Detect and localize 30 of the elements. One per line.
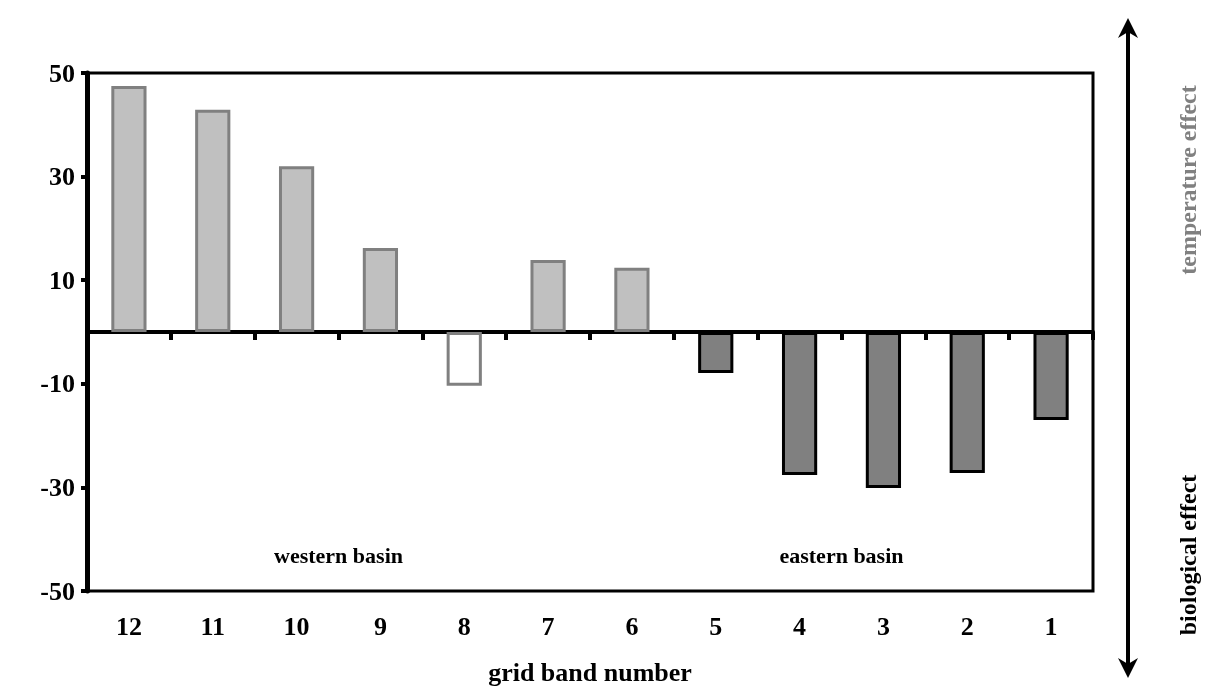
y-tick-label: -10	[40, 369, 75, 399]
y-tick-label: -50	[40, 576, 75, 606]
x-tick-label: 11	[200, 611, 226, 641]
x-axis-title: grid band number	[488, 657, 692, 687]
x-tick-label: 2	[960, 611, 974, 641]
y-tick-label: 50	[49, 58, 75, 88]
x-tick-label: 10	[283, 611, 310, 641]
x-tick-label: 1	[1044, 611, 1058, 641]
x-tick-label: 7	[541, 611, 555, 641]
bar	[111, 85, 147, 332]
x-tick-label: 6	[625, 611, 639, 641]
x-tick-label: 5	[709, 611, 723, 641]
y-tick-label: 30	[49, 162, 75, 192]
x-tick-label: 4	[793, 611, 807, 641]
bar	[362, 248, 399, 332]
x-tick-label: 3	[876, 611, 890, 641]
x-tick-label: 12	[115, 611, 142, 641]
text: temperature effect	[1175, 85, 1201, 275]
y-tick-label: 10	[49, 265, 75, 295]
x-tick-label: 8	[457, 611, 471, 641]
bar	[195, 109, 231, 332]
y-tick-label: -30	[40, 472, 75, 502]
annotation: western basin	[274, 542, 403, 568]
x-tick-label: 9	[373, 611, 387, 641]
bar	[278, 166, 315, 332]
bar	[446, 332, 482, 386]
text: biological effect	[1175, 474, 1201, 636]
bar	[614, 267, 650, 332]
annotation: eastern basin	[779, 542, 904, 568]
bar	[530, 260, 566, 332]
